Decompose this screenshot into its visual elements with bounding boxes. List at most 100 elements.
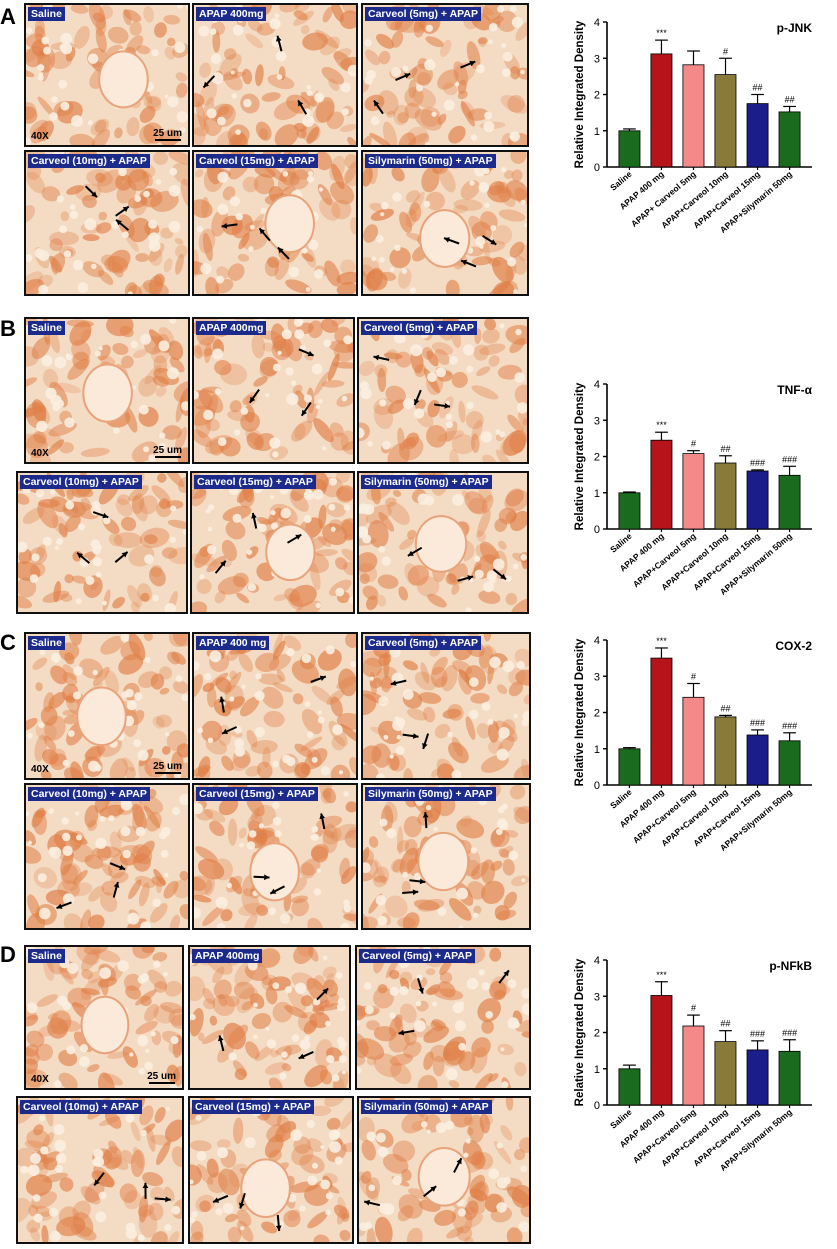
tissue-texture <box>18 1098 182 1242</box>
arrowhead-icon <box>251 512 257 519</box>
arrowhead-icon <box>203 81 210 88</box>
arrowhead-icon <box>259 228 266 235</box>
micrograph-d-apap: APAP 400mg <box>188 945 351 1090</box>
chart-title: p-JNK <box>777 21 813 35</box>
arrowhead-icon <box>249 396 256 403</box>
arrowhead-icon <box>467 575 474 581</box>
arrowhead-icon <box>56 903 63 909</box>
arrowhead-icon <box>218 1035 224 1042</box>
micrograph-d-carveol15: Carveol (15mg) + APAP <box>188 1096 354 1244</box>
bar <box>682 1025 705 1106</box>
tile-label: Carveol (10mg) + APAP <box>20 475 142 489</box>
arrowhead-icon <box>404 73 411 79</box>
arrowhead-icon <box>414 398 420 405</box>
central-vein <box>98 50 149 109</box>
micrograph-a-silymarin: Silymarin (50mg) + APAP <box>361 150 529 296</box>
significance-label: ### <box>750 458 765 468</box>
bar-chart-svg: 0 1 2 3 4 Relative Integrated Density p-JNK Sal… <box>574 17 813 235</box>
bar <box>650 53 673 168</box>
arrowhead-icon <box>277 247 284 254</box>
arrowhead-icon <box>422 743 428 749</box>
arrowhead-icon <box>373 354 380 361</box>
magnification-label: 40X <box>31 448 49 459</box>
arrowhead-icon <box>239 1202 245 1209</box>
tile-label: Carveol (5mg) + APAP <box>361 321 477 335</box>
y-tick-label: 1 <box>594 1064 600 1076</box>
bar-chart-svg: 0 1 2 3 4 Relative Integrated Density TNF-α Sal… <box>574 379 813 597</box>
tissue-texture <box>363 5 527 145</box>
micrograph-d-silymarin: Silymarin (50mg) + APAP <box>357 1096 531 1244</box>
arrowhead-icon <box>419 878 426 885</box>
scale-bar: 25 um <box>153 445 182 459</box>
bar <box>618 492 641 530</box>
tissue-texture <box>26 634 188 778</box>
magnification-label: 40X <box>31 764 49 775</box>
y-tick-label: 3 <box>594 415 600 427</box>
micrograph-c-carveol5: Carveol (5mg) + APAP <box>361 632 531 780</box>
y-axis-label: Relative Integrated Density <box>574 638 586 786</box>
arrowhead-icon <box>364 1199 370 1206</box>
significance-label: ## <box>721 1019 731 1029</box>
arrowhead-icon <box>412 733 419 739</box>
y-tick-label: 0 <box>594 524 600 536</box>
arrowhead-icon <box>142 1182 149 1189</box>
arrowhead-icon <box>418 987 424 994</box>
y-tick-label: 0 <box>594 162 600 174</box>
arrowhead-icon <box>165 1196 171 1203</box>
tissue-texture <box>26 785 188 928</box>
tile-label: Carveol (5mg) + APAP <box>365 636 481 650</box>
tile-label: Carveol (15mg) + APAP <box>192 1100 314 1114</box>
y-tick-label: 2 <box>594 1028 600 1040</box>
arrowhead-icon <box>102 512 109 519</box>
arrowhead-icon <box>430 1186 437 1192</box>
tissue-texture <box>359 319 527 462</box>
significance-label: ## <box>753 83 763 93</box>
tile-label: Silymarin (50mg) + APAP <box>361 475 492 489</box>
bar <box>682 64 705 168</box>
arrowhead-icon <box>213 1197 220 1203</box>
tissue-texture <box>194 785 356 928</box>
micrograph-a-apap: APAP 400mg <box>192 3 358 147</box>
significance-label: # <box>691 439 696 449</box>
arrowhead-icon <box>77 552 83 559</box>
y-tick-label: 3 <box>594 991 600 1003</box>
bar <box>746 734 769 786</box>
central-vein <box>240 1158 291 1218</box>
bar <box>778 474 801 530</box>
tissue-texture <box>357 947 529 1088</box>
micrograph-c-carveol10: Carveol (10mg) + APAP <box>24 783 190 930</box>
significance-label: *** <box>656 420 667 430</box>
bar <box>746 1049 769 1106</box>
significance-label: ## <box>721 703 731 713</box>
panel-letter-d: D <box>0 942 16 967</box>
arrowhead-icon <box>412 889 419 896</box>
y-tick-label: 3 <box>594 671 600 683</box>
chart-p-nfkb: 0 1 2 3 4 Relative Integrated Density p-NFkB Sa… <box>555 948 825 1183</box>
y-axis-label: Relative Integrated Density <box>574 382 586 530</box>
tissue-texture <box>194 319 353 462</box>
tile-label: Carveol (15mg) + APAP <box>196 154 318 168</box>
arrowhead-icon <box>298 100 304 107</box>
scale-bar-text: 25 um <box>147 1071 176 1082</box>
micrograph-b-carveol10: Carveol (10mg) + APAP <box>16 471 188 614</box>
y-tick-label: 0 <box>594 780 600 792</box>
arrowhead-icon <box>319 813 325 820</box>
central-vein <box>417 831 470 892</box>
tissue-texture <box>363 634 529 778</box>
tissue-texture <box>194 152 356 294</box>
tile-label: Carveol (10mg) + APAP <box>20 1100 142 1114</box>
arrowhead-icon <box>221 223 228 229</box>
y-tick-label: 2 <box>594 452 600 464</box>
arrowhead-icon <box>456 1158 462 1165</box>
y-tick-label: 1 <box>594 126 600 138</box>
arrowhead-icon <box>122 206 129 212</box>
arrowhead-icon <box>270 888 277 894</box>
significance-label: ### <box>750 718 765 728</box>
tile-label: APAP 400 mg <box>196 636 270 650</box>
micrograph-b-carveol5: Carveol (5mg) + APAP <box>357 317 529 464</box>
arrowhead-icon <box>319 675 326 681</box>
central-vein <box>265 523 316 582</box>
y-tick-label: 2 <box>594 708 600 720</box>
tissue-texture <box>26 152 188 294</box>
chart-tnf-alpha: 0 1 2 3 4 Relative Integrated Density TNF-α Sal… <box>555 372 825 607</box>
